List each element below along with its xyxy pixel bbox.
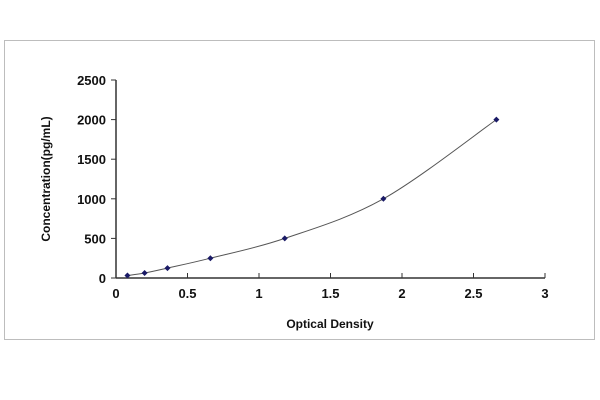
data-point [281, 235, 288, 242]
data-points [124, 116, 500, 279]
x-tick-label: 2.5 [464, 286, 482, 301]
data-point [124, 272, 131, 279]
data-point [207, 255, 214, 262]
y-tick-label: 1000 [77, 192, 106, 207]
y-ticks: 0 500 1000 1500 2000 2500 [77, 73, 116, 286]
x-tick-label: 3 [541, 286, 548, 301]
x-axis-label: Optical Density [286, 317, 374, 331]
data-point [141, 270, 148, 277]
x-tick-label: 2 [398, 286, 405, 301]
y-tick-label: 1500 [77, 152, 106, 167]
x-tick-label: 0.5 [178, 286, 196, 301]
y-tick-label: 500 [84, 231, 106, 246]
x-tick-label: 1.5 [321, 286, 339, 301]
y-tick-label: 2000 [77, 113, 106, 128]
axes [115, 80, 545, 279]
chart-frame [4, 40, 595, 340]
x-tick-label: 0 [112, 286, 119, 301]
data-point [380, 195, 387, 202]
y-tick-label: 0 [99, 271, 106, 286]
fit-curve [127, 119, 497, 277]
x-tick-label: 1 [255, 286, 262, 301]
y-tick-label: 2500 [77, 73, 106, 88]
data-point [493, 116, 500, 123]
y-axis-label: Concentration(pg/mL) [39, 116, 53, 241]
x-ticks: 0 0.5 1 1.5 2 2.5 3 [112, 273, 549, 301]
data-point [164, 265, 171, 272]
